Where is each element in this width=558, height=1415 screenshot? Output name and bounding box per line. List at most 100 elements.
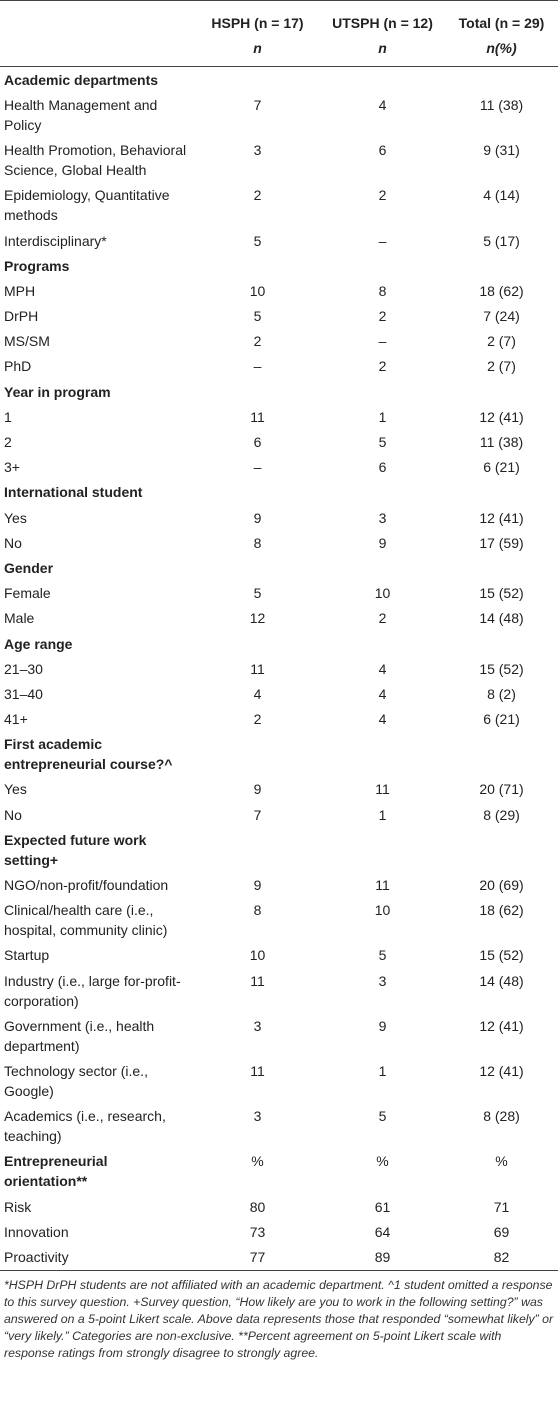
- cell: 8: [253, 534, 262, 551]
- cell: 8 (29): [483, 806, 520, 823]
- row-label: DrPH: [4, 308, 39, 325]
- cell: 3: [378, 972, 387, 989]
- cell: 17 (59): [479, 534, 524, 551]
- cell: 1: [378, 408, 387, 425]
- cell: 11 (38): [479, 96, 524, 113]
- section-row: Expected future work setting+: [0, 827, 558, 872]
- row-label: Startup: [4, 947, 50, 964]
- row-label: 31–40: [4, 685, 43, 702]
- cell: 5 (17): [483, 232, 520, 249]
- section-row: First academic entrepreneurial course?^: [0, 732, 558, 777]
- section-spacer: [195, 732, 558, 777]
- cell: 11: [375, 781, 390, 798]
- row-label: Innovation: [4, 1223, 69, 1240]
- data-row: Government (i.e., health department) 3 9 12…: [0, 1013, 558, 1058]
- cell: 9: [253, 877, 262, 894]
- cell: 2: [378, 187, 387, 204]
- cell: 9: [253, 509, 262, 526]
- row-label: PhD: [4, 358, 32, 375]
- cell: 4: [253, 685, 262, 702]
- cell: 69: [493, 1223, 510, 1240]
- section-spacer: [195, 253, 558, 278]
- cell: 11: [250, 660, 265, 677]
- row-label: Interdisciplinary*: [4, 232, 107, 249]
- cell: 12 (41): [479, 1062, 524, 1079]
- cell: 18 (62): [479, 282, 524, 299]
- cell: 89: [374, 1248, 391, 1265]
- section-row: International student: [0, 480, 558, 505]
- cell: 12 (41): [479, 408, 524, 425]
- cell: 14 (48): [479, 610, 524, 627]
- row-label: 41+: [4, 711, 28, 728]
- cell: 2 (7): [487, 333, 516, 350]
- cell: 11: [250, 1062, 265, 1079]
- footnote: *HSPH DrPH students are not affiliated w…: [4, 1277, 554, 1360]
- cell: 8: [253, 902, 262, 919]
- section-spacer: [195, 480, 558, 505]
- row-label: Male: [4, 610, 35, 627]
- section-row: Age range: [0, 631, 558, 656]
- data-row: 31–40 4 4 8 (2): [0, 681, 558, 706]
- cell: 7 (24): [483, 308, 520, 325]
- data-row: 2 6 5 11 (38): [0, 429, 558, 454]
- data-row: Health Promotion, Behavioral Science, Gl…: [0, 138, 558, 183]
- row-label: 21–30: [4, 660, 43, 677]
- column-header: UTSPH (n = 12): [332, 15, 433, 31]
- unit: n: [253, 40, 262, 57]
- corner: [0, 1, 195, 36]
- column-header: Total (n = 29): [458, 15, 545, 31]
- cell: 2: [253, 333, 262, 350]
- cell: 8: [378, 282, 387, 299]
- row-label: No: [4, 806, 22, 823]
- cell: 77: [249, 1248, 266, 1265]
- cell: 9: [253, 781, 262, 798]
- cell: 64: [374, 1223, 391, 1240]
- cell: 5: [378, 1108, 387, 1125]
- cell: –: [378, 232, 387, 249]
- cell: 5: [253, 308, 262, 325]
- table-body: Academic departments Health Management an…: [0, 67, 558, 1270]
- section-title: Year in program: [4, 383, 111, 400]
- section-spacer: [195, 827, 558, 872]
- section-spacer: [195, 555, 558, 580]
- data-row: NGO/non-profit/foundation 9 11 20 (69): [0, 872, 558, 897]
- cell: 73: [249, 1223, 266, 1240]
- data-row: 21–30 11 4 15 (52): [0, 656, 558, 681]
- cell: 6: [378, 142, 387, 159]
- cell: 2: [378, 610, 387, 627]
- cell: 5: [253, 232, 262, 249]
- data-row: 41+ 2 4 6 (21): [0, 707, 558, 732]
- data-row: PhD – 2 2 (7): [0, 354, 558, 379]
- data-row: Interdisciplinary* 5 – 5 (17): [0, 228, 558, 253]
- cell: 7: [253, 806, 262, 823]
- data-row: No 7 1 8 (29): [0, 802, 558, 827]
- cell: 2: [378, 308, 387, 325]
- cell: 9 (31): [483, 142, 520, 159]
- cell: 1: [378, 1062, 387, 1079]
- row-label: Government (i.e., health department): [4, 1017, 155, 1054]
- section-unit: %: [251, 1153, 264, 1170]
- cell: 71: [493, 1198, 510, 1215]
- row-label: Yes: [4, 781, 27, 798]
- row-label: Technology sector (i.e., Google): [4, 1062, 148, 1099]
- cell: 12: [249, 610, 266, 627]
- data-row: No 8 9 17 (59): [0, 530, 558, 555]
- cell: 61: [374, 1198, 391, 1215]
- cell: 3: [378, 509, 387, 526]
- corner: [0, 36, 195, 67]
- cell: 6: [378, 459, 387, 476]
- section-row: Programs: [0, 253, 558, 278]
- cell: 6 (21): [483, 711, 520, 728]
- units-row: n n n(%): [0, 36, 558, 67]
- row-label: 1: [4, 408, 12, 425]
- section-title: Academic departments: [4, 71, 159, 88]
- data-row: Epidemiology, Quantitative methods 2 2 4 (1…: [0, 183, 558, 228]
- cell: 80: [249, 1198, 266, 1215]
- cell: 10: [249, 947, 266, 964]
- cell: 7: [253, 96, 262, 113]
- cell: 10: [374, 902, 391, 919]
- cell: –: [253, 459, 262, 476]
- unit: n(%): [486, 40, 517, 57]
- data-row: Innovation 73 64 69: [0, 1219, 558, 1244]
